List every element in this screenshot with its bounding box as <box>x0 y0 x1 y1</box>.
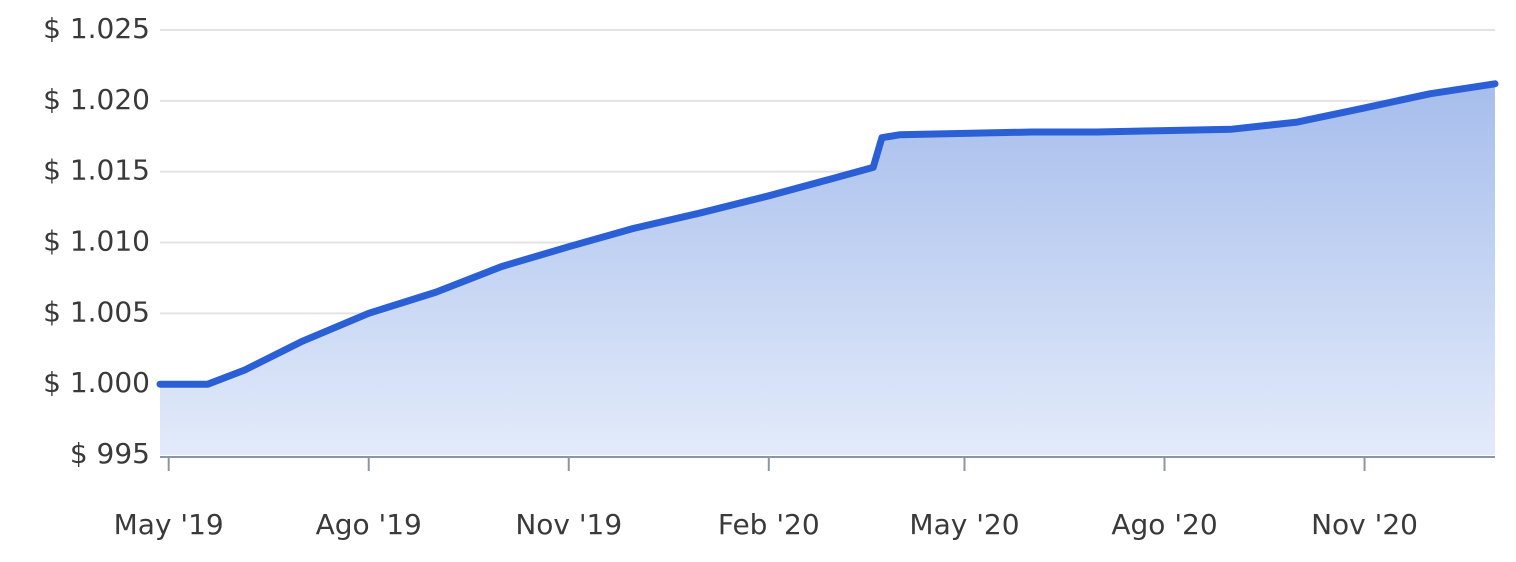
x-tick-label: May '20 <box>909 508 1019 541</box>
x-tick-label: Ago '19 <box>316 508 422 541</box>
y-tick-label: $ 1.005 <box>43 295 150 328</box>
x-tick-label: Feb '20 <box>718 508 820 541</box>
y-tick-label: $ 1.015 <box>43 154 150 187</box>
y-tick-label: $ 1.010 <box>43 225 150 258</box>
x-tick-label: Ago '20 <box>1111 508 1217 541</box>
y-tick-label: $ 1.020 <box>43 83 150 116</box>
x-axis <box>160 456 1495 471</box>
y-tick-label: $ 1.025 <box>43 12 150 45</box>
x-tick-label: Nov '19 <box>515 508 622 541</box>
series-line-group <box>156 80 1499 388</box>
series-line <box>156 80 1499 388</box>
x-axis-labels: May '19 Ago '19 Nov '19 Feb '20 May '20 Ago '… <box>114 508 1418 541</box>
series-area-fill <box>160 83 1495 456</box>
y-tick-label: $ 995 <box>70 437 150 470</box>
y-tick-label: $ 1.000 <box>43 366 150 399</box>
x-tick-label: Nov '20 <box>1311 508 1418 541</box>
y-axis-labels: $ 995 $ 1.000 $ 1.005 $ 1.010 $ 1.015 $ 1.020… <box>43 12 150 470</box>
x-tick-label: May '19 <box>114 508 224 541</box>
series-area <box>160 83 1495 456</box>
